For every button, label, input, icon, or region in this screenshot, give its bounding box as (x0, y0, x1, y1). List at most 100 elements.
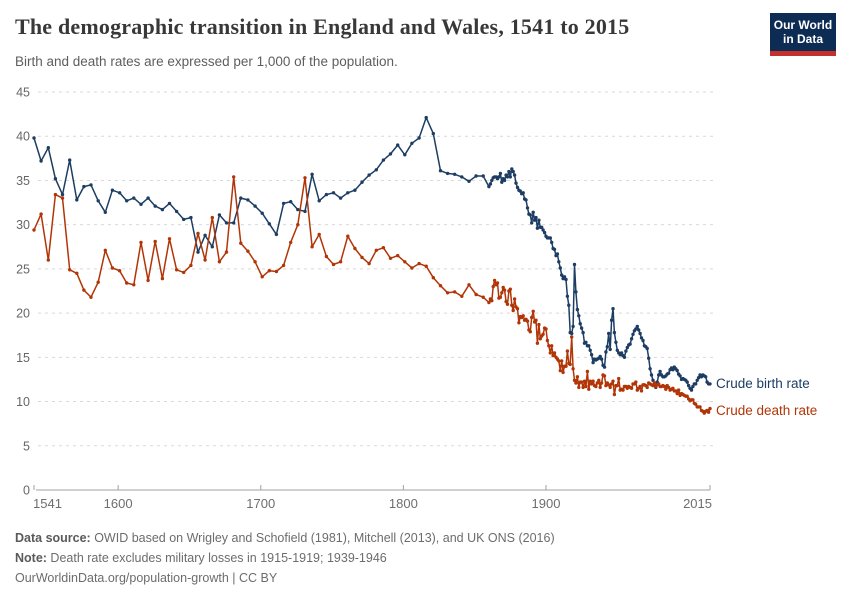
series-point-marker (565, 294, 570, 298)
y-tick-label: 30 (16, 218, 30, 232)
series-point-marker (132, 196, 136, 200)
series-point-marker (139, 240, 143, 245)
series-point-marker (704, 375, 708, 379)
series-point-marker (196, 250, 200, 254)
y-tick-label: 15 (16, 351, 30, 365)
series-point-marker (189, 215, 193, 220)
series-point-marker (629, 386, 634, 390)
series-point-marker (103, 248, 108, 252)
series-point-marker (403, 260, 407, 264)
series-point-marker (691, 398, 695, 402)
series-point-marker (117, 269, 122, 273)
series-point-marker (125, 281, 129, 285)
series-point-marker (675, 391, 679, 396)
series-point-marker (588, 379, 592, 383)
series-point-marker (602, 374, 607, 378)
series-point-marker (96, 280, 100, 284)
y-tick-label: 45 (16, 86, 30, 100)
series-point-marker (530, 315, 534, 320)
series-point-marker (617, 376, 621, 381)
series-point-marker (497, 175, 501, 179)
series-point-marker (548, 236, 552, 240)
series-point-marker (403, 153, 407, 157)
series-point-marker (132, 283, 136, 287)
series-point-marker (381, 158, 386, 162)
footer-source-text: OWID based on Wrigley and Schofield (198… (90, 531, 555, 545)
series-label-crude-birth-rate: Crude birth rate (716, 375, 810, 391)
series-point-marker (388, 256, 393, 260)
series-point-marker (528, 213, 532, 217)
series-point-marker (224, 221, 229, 225)
series-point-marker (551, 353, 555, 358)
owid-logo[interactable]: Our World in Data (770, 13, 836, 56)
series-point-marker (578, 322, 582, 326)
series-point-marker (635, 324, 639, 329)
series-point-marker (676, 388, 681, 392)
series-point-marker (289, 240, 293, 245)
series-point-marker (146, 196, 150, 200)
series-point-marker (260, 211, 264, 215)
series-point-marker (541, 228, 545, 232)
series-point-marker (153, 204, 157, 208)
series-point-marker (487, 300, 491, 305)
series-point-marker (117, 191, 122, 195)
series-point-marker (324, 192, 329, 197)
series-point-marker (514, 181, 518, 185)
series-point-marker (685, 394, 689, 398)
series-point-marker (246, 198, 250, 202)
series-point-marker (624, 349, 628, 353)
series-point-marker (60, 196, 65, 200)
series-point-marker (490, 178, 494, 183)
series-point-marker (303, 209, 307, 214)
series-point-marker (217, 213, 222, 217)
series-point-marker (153, 239, 157, 244)
series-point-marker (542, 230, 547, 235)
footer-citation-line: OurWorldinData.org/population-growth | C… (15, 568, 555, 588)
series-point-marker (481, 295, 485, 299)
series-point-marker (579, 326, 584, 330)
series-point-marker (32, 136, 36, 140)
series-point-marker (528, 330, 532, 334)
series-point-marker (53, 192, 58, 197)
series-point-marker (160, 207, 165, 212)
series-point-marker (500, 291, 504, 295)
series-point-marker (574, 290, 578, 294)
series-point-marker (560, 359, 564, 363)
series-point-marker (535, 341, 540, 345)
footer-license-link[interactable]: CC BY (238, 571, 278, 585)
series-point-marker (609, 382, 614, 386)
series-point-marker (637, 328, 641, 332)
series-point-marker (504, 299, 508, 304)
series-point-marker (611, 379, 615, 383)
series-point-marker (353, 188, 357, 192)
series-point-marker (507, 169, 511, 174)
series-point-marker (467, 179, 471, 183)
series-point-marker (491, 284, 495, 289)
series-point-marker (492, 278, 497, 283)
footer-separator: | (228, 571, 239, 585)
series-point-marker (424, 264, 428, 268)
series-point-marker (584, 340, 588, 344)
series-point-marker (531, 210, 535, 214)
series-point-marker (534, 215, 538, 220)
footer-url-link[interactable]: OurWorldinData.org/population-growth (15, 571, 229, 585)
series-point-marker (189, 263, 193, 268)
series-point-marker (508, 175, 512, 179)
series-point-marker (39, 159, 43, 163)
series-point-marker (531, 309, 535, 313)
series-point-marker (629, 337, 634, 341)
series-point-marker (39, 212, 43, 216)
series-point-marker (324, 254, 329, 259)
series-point-marker (634, 380, 638, 384)
series-point-marker (505, 175, 510, 179)
series-point-marker (591, 379, 595, 383)
series-point-marker (587, 344, 591, 348)
series-point-marker (608, 385, 612, 390)
series-point-marker (572, 262, 577, 267)
series-point-marker (547, 344, 551, 348)
series-point-marker (570, 331, 574, 336)
series-point-marker (537, 322, 541, 327)
series-point-marker (267, 222, 271, 226)
x-tick-label: 1700 (246, 496, 275, 511)
series-point-marker (557, 359, 561, 363)
